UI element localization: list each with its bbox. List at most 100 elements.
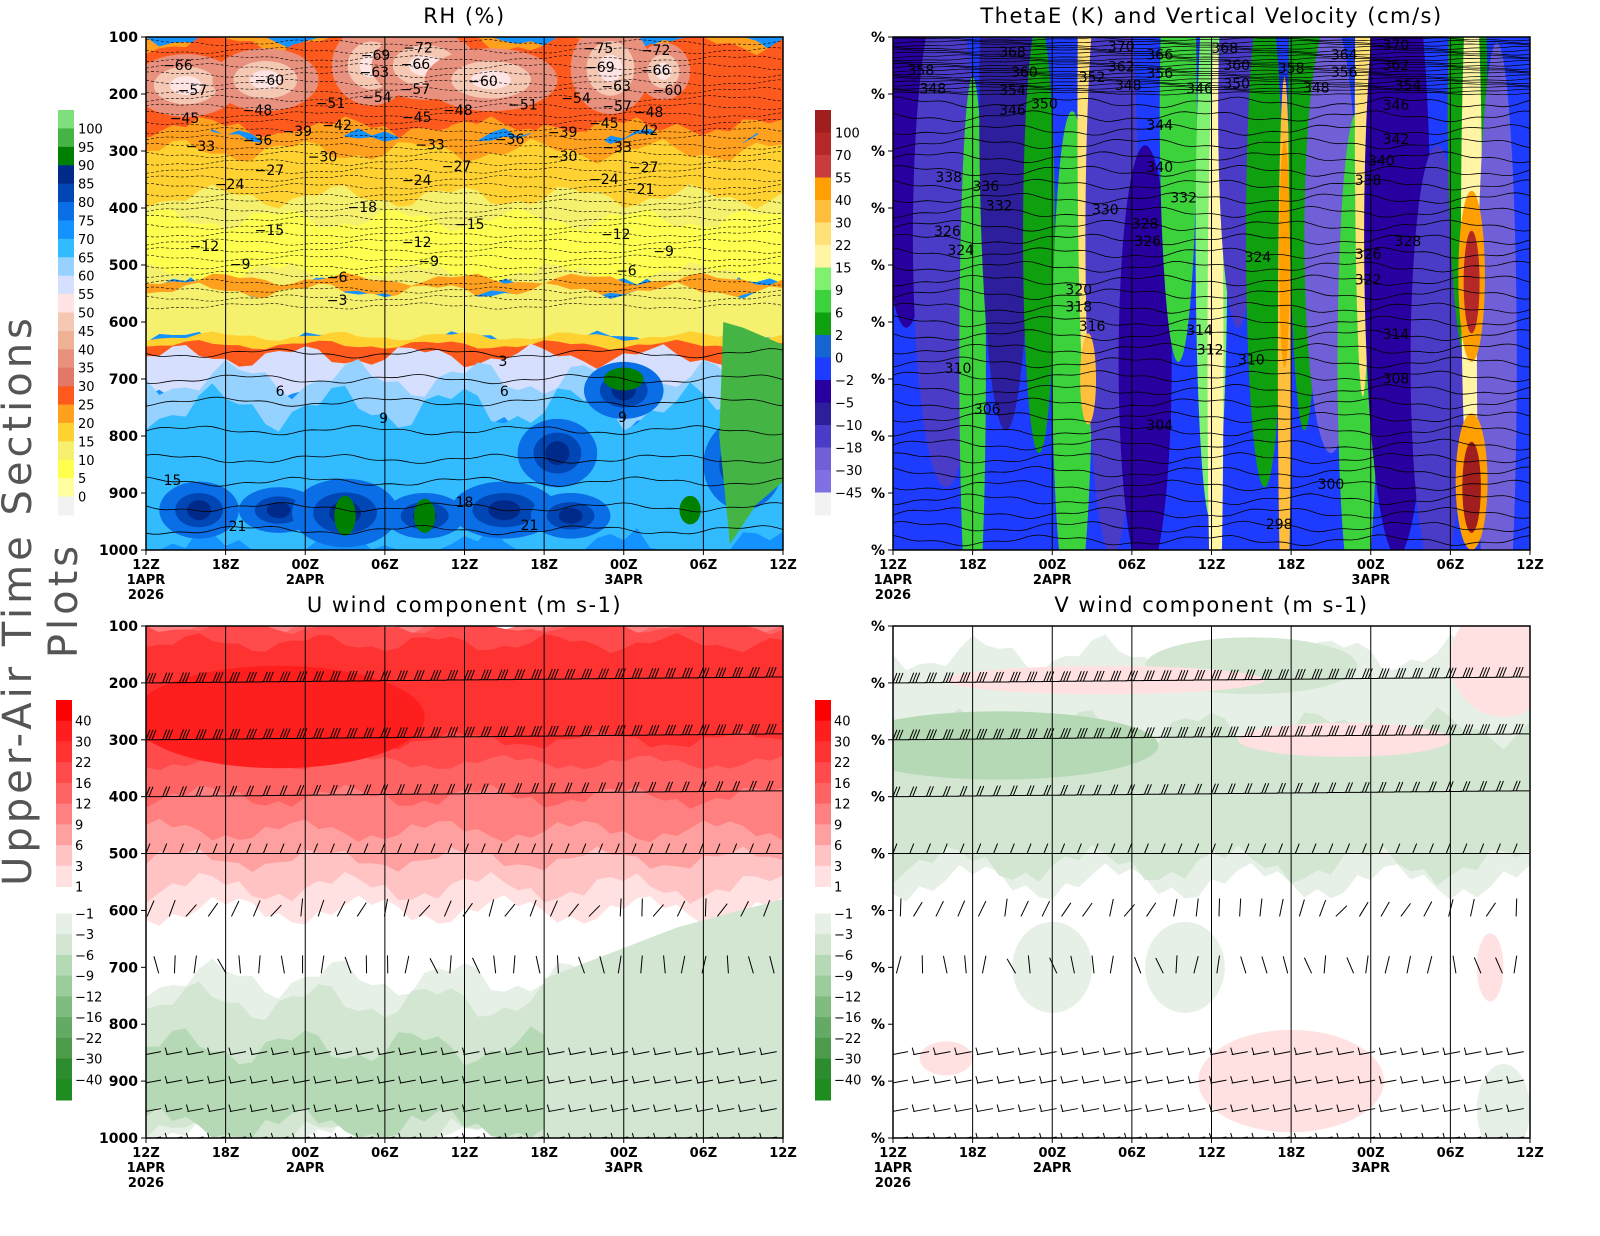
barb-flag bbox=[299, 671, 305, 682]
wind-barb bbox=[893, 1079, 909, 1084]
fill-blob bbox=[1476, 42, 1517, 550]
wind-barb bbox=[1058, 671, 1077, 682]
barb-flag bbox=[631, 843, 637, 854]
colorbar-label: 65 bbox=[78, 251, 95, 266]
barb-flag bbox=[929, 672, 934, 683]
contour-label: 300 bbox=[1318, 477, 1345, 493]
barb-flag bbox=[463, 783, 469, 794]
barb-flag bbox=[912, 786, 918, 797]
barb-flag bbox=[999, 671, 1005, 683]
barb-flag bbox=[313, 784, 319, 796]
x-tick-label: 12Z bbox=[1198, 558, 1226, 573]
wind-barb bbox=[177, 843, 196, 855]
barb-flag bbox=[1227, 669, 1233, 680]
barb-flag bbox=[1127, 670, 1133, 681]
colorbar-label: 55 bbox=[835, 172, 852, 187]
wind-barb bbox=[412, 727, 431, 738]
barb-flag bbox=[1133, 727, 1139, 738]
barb-flag bbox=[262, 785, 268, 796]
barb-flag bbox=[614, 725, 620, 736]
barb-flag bbox=[1127, 843, 1133, 854]
barb-flag bbox=[716, 1047, 720, 1055]
barb-flag bbox=[537, 725, 542, 737]
barb-staff bbox=[696, 1108, 714, 1113]
y-tick-label: 700 bbox=[109, 372, 138, 388]
wind-barb bbox=[1058, 843, 1077, 855]
barb-flag bbox=[589, 1132, 592, 1138]
barb-flag bbox=[416, 783, 422, 795]
colorbar-box bbox=[56, 741, 72, 763]
barb-staff bbox=[399, 1051, 416, 1056]
colorbar-box bbox=[58, 183, 74, 203]
barb-flag bbox=[207, 1047, 211, 1055]
wind-barb bbox=[1142, 727, 1161, 738]
barb-flag bbox=[1264, 783, 1270, 794]
barb-staff bbox=[258, 955, 261, 974]
colorbar-box bbox=[58, 128, 74, 148]
barb-staff bbox=[1091, 955, 1095, 974]
barb-flag bbox=[1315, 1047, 1319, 1055]
barb-flag bbox=[313, 1104, 317, 1112]
barb-staff bbox=[1167, 1051, 1185, 1056]
barb-flag bbox=[1294, 843, 1300, 854]
y-tick-label: 1000 bbox=[99, 543, 138, 559]
wind-barb bbox=[1477, 724, 1496, 735]
wind-barb bbox=[1358, 901, 1369, 917]
barb-flag bbox=[684, 667, 690, 679]
wind-barb bbox=[345, 784, 364, 796]
wind-barb bbox=[726, 955, 729, 974]
barb-staff bbox=[640, 955, 643, 974]
colorbar-label: −30 bbox=[835, 464, 862, 479]
wind-barb bbox=[355, 1047, 374, 1056]
barb-flag bbox=[486, 669, 492, 680]
barb-flag bbox=[1230, 1075, 1234, 1084]
barb-flag bbox=[504, 1104, 508, 1112]
colorbar-box bbox=[56, 700, 72, 722]
barb-staff bbox=[588, 905, 601, 917]
wind-barb bbox=[1259, 898, 1263, 917]
barb-flag bbox=[601, 782, 607, 793]
barb-flag bbox=[329, 727, 335, 739]
wind-barb bbox=[704, 898, 707, 917]
barb-flag bbox=[665, 724, 671, 736]
wind-barb bbox=[261, 843, 280, 855]
wind-barb bbox=[1378, 1104, 1397, 1113]
barb-staff bbox=[1061, 1051, 1078, 1056]
barb-flag bbox=[1512, 843, 1518, 854]
barb-flag bbox=[976, 843, 982, 854]
barb-flag bbox=[270, 1075, 274, 1084]
barb-flag bbox=[1331, 782, 1337, 793]
barb-flag bbox=[366, 670, 372, 682]
wind-barb bbox=[674, 1075, 692, 1084]
contour-label: 332 bbox=[986, 199, 1013, 215]
barb-flag bbox=[584, 725, 590, 736]
colorbar-box bbox=[815, 1017, 831, 1039]
barb-flag bbox=[1506, 1075, 1510, 1084]
barb-staff bbox=[696, 1079, 714, 1084]
wind-barb bbox=[1192, 726, 1211, 738]
wind-barb bbox=[1125, 727, 1144, 739]
wind-barb bbox=[472, 957, 481, 974]
barb-staff bbox=[217, 958, 227, 974]
barb-flag bbox=[911, 1047, 915, 1055]
wind-barb bbox=[1463, 1075, 1482, 1084]
barb-flag bbox=[979, 671, 985, 683]
contour-line bbox=[146, 87, 783, 94]
wind-barb bbox=[1506, 1104, 1524, 1113]
barb-flag bbox=[604, 668, 610, 679]
barb-flag bbox=[648, 843, 654, 854]
contour-label: −30 bbox=[548, 149, 578, 165]
contour-label: 312 bbox=[1197, 342, 1224, 358]
barb-staff bbox=[718, 1108, 735, 1113]
barb-flag bbox=[1345, 843, 1351, 854]
barb-flag bbox=[1194, 783, 1200, 795]
wind-barb bbox=[1421, 1075, 1439, 1084]
wind-barb bbox=[747, 723, 766, 735]
barb-flag bbox=[1093, 843, 1099, 854]
barb-staff bbox=[913, 1051, 930, 1056]
barb-flag bbox=[999, 728, 1005, 740]
wind-barb bbox=[911, 1104, 930, 1113]
barb-flag bbox=[681, 724, 687, 735]
barb-flag bbox=[718, 724, 724, 735]
wind-barb bbox=[663, 843, 682, 855]
